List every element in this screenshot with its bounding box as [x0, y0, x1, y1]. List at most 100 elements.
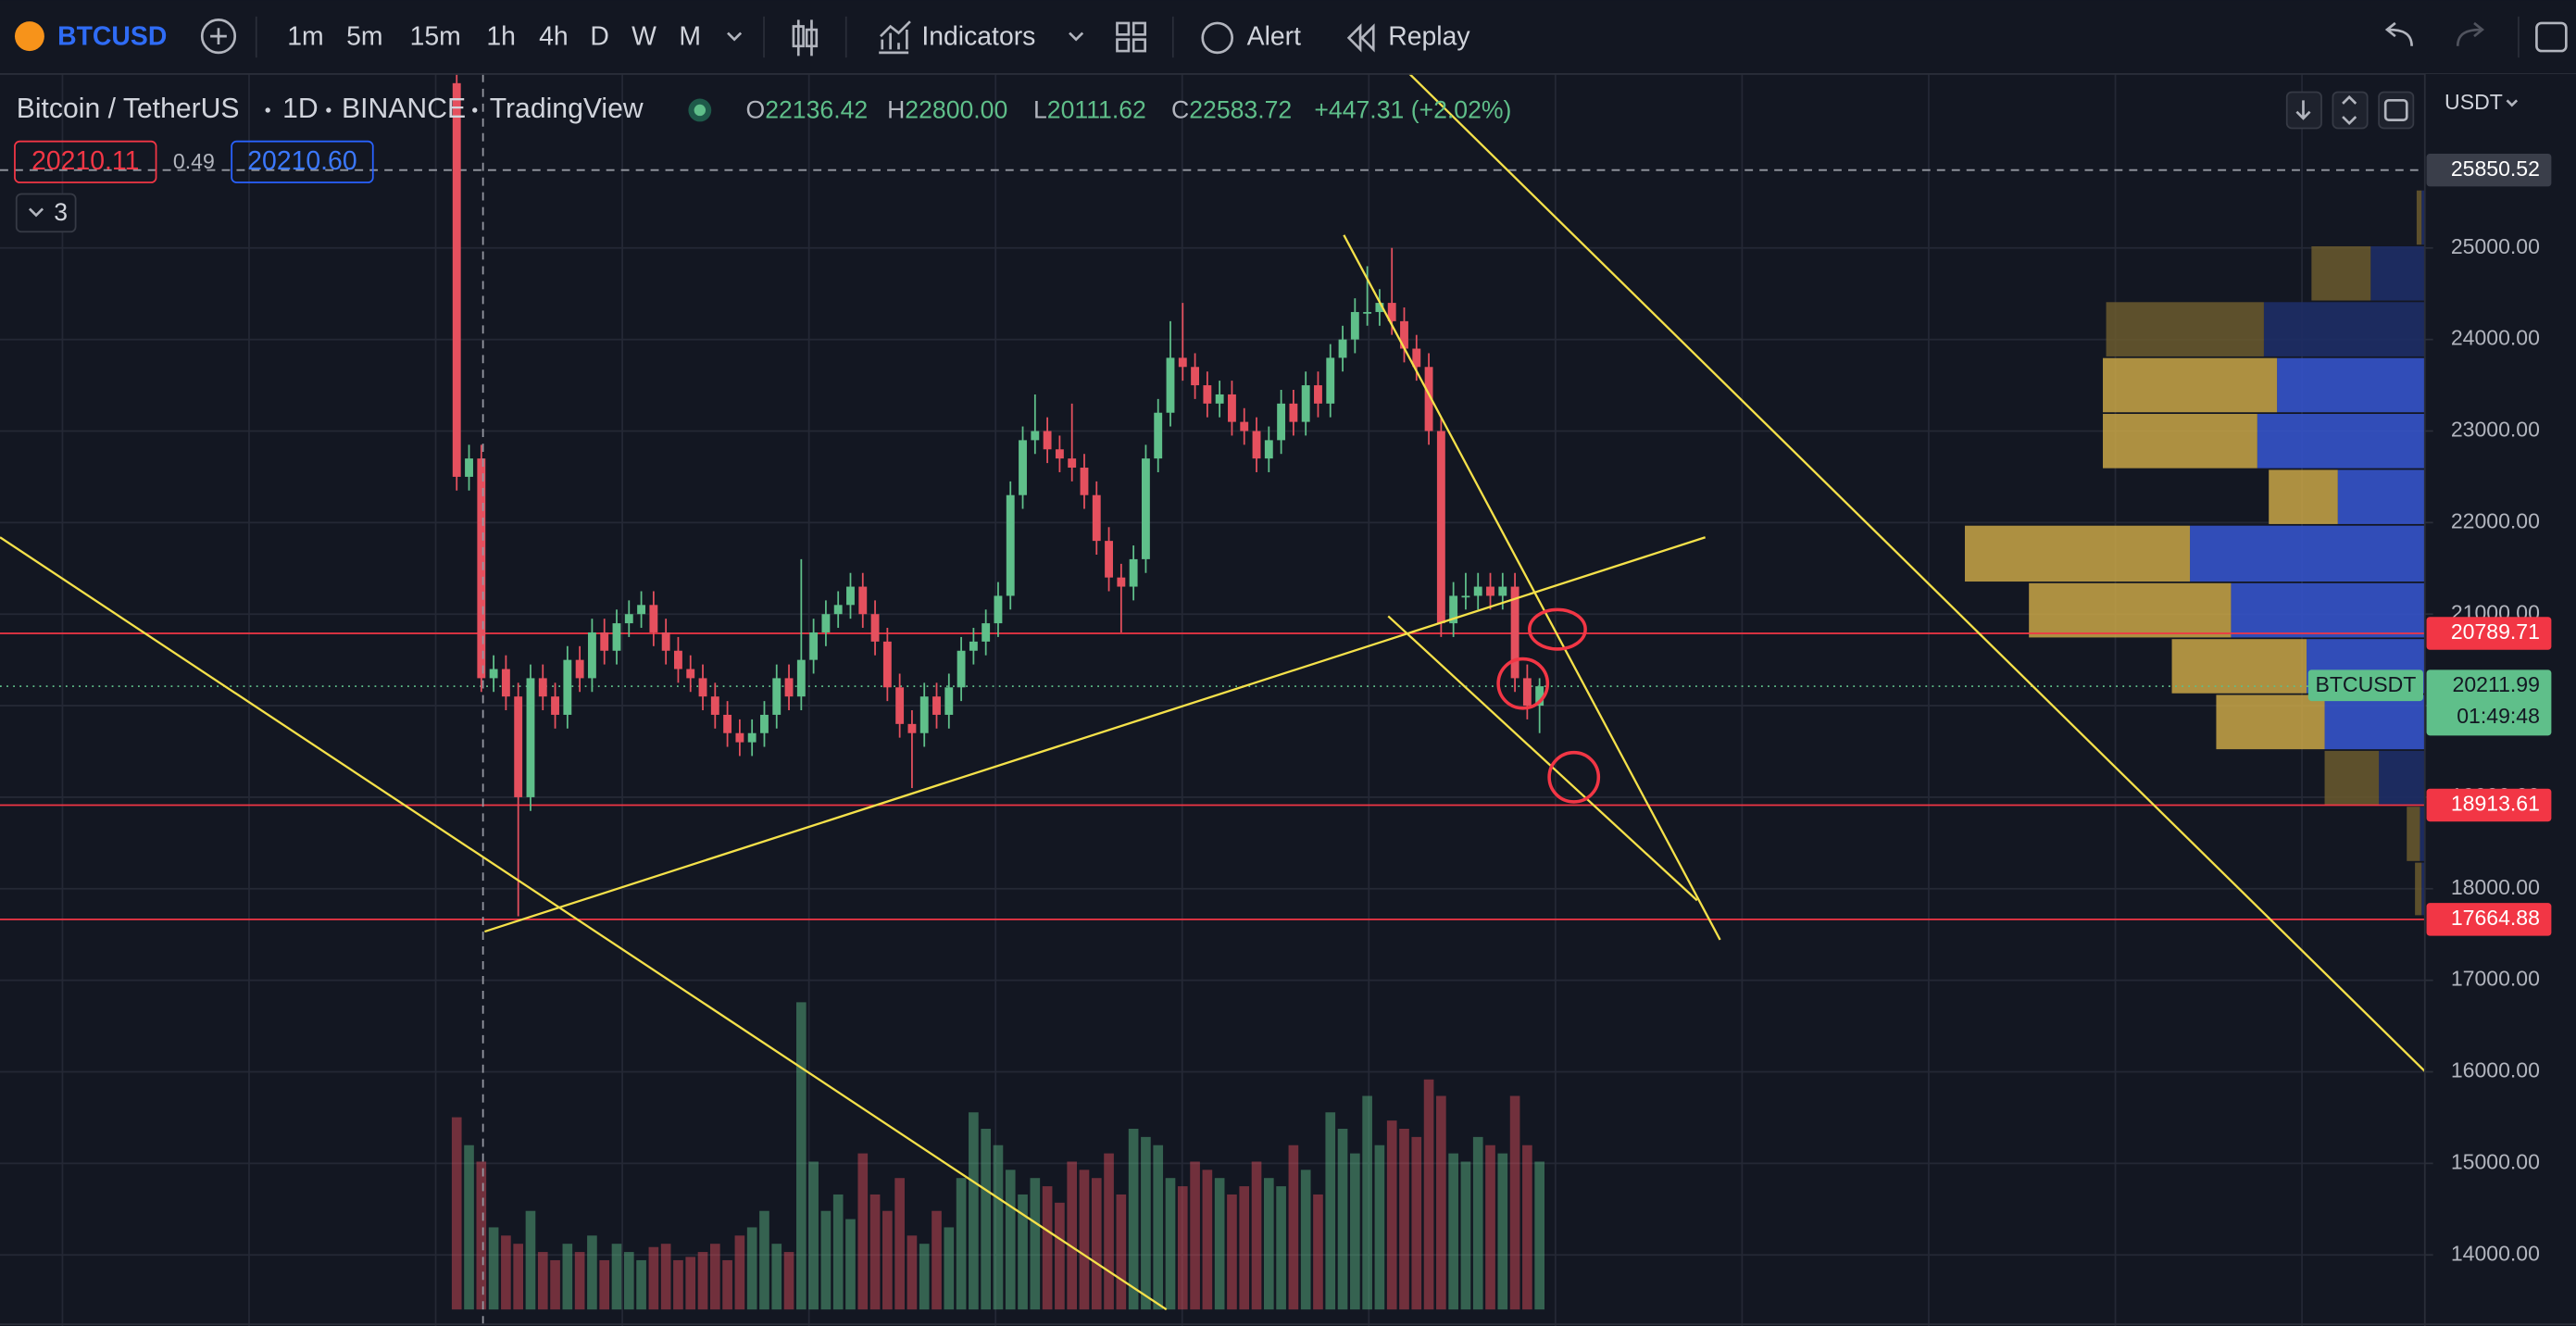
- timeframe[interactable]: 1h: [486, 21, 516, 51]
- volume-bar: [1055, 1202, 1065, 1310]
- ohlc: O22136.42 H22800.00 L20111.62 C22583.72 …: [746, 95, 1512, 125]
- y-tick-label: 15000.00: [2451, 1149, 2540, 1173]
- collapse-button[interactable]: [2332, 91, 2369, 130]
- indicators-button[interactable]: Indicators: [921, 21, 1035, 51]
- volume-bar: [1165, 1178, 1176, 1310]
- volume-bar: [1190, 1161, 1200, 1310]
- candle-body: [932, 696, 941, 715]
- symbol-label-box: [2307, 669, 2423, 702]
- candle-body: [612, 623, 621, 651]
- volume-bar: [1276, 1186, 1286, 1310]
- profile-down: [2231, 582, 2425, 638]
- indicators-toggle[interactable]: [15, 193, 77, 233]
- volume-bar: [1374, 1145, 1385, 1310]
- timeframe[interactable]: 5m: [346, 21, 382, 51]
- volume-bar: [1460, 1161, 1471, 1310]
- symbol[interactable]: BTCUSD: [57, 21, 167, 51]
- volume-bar: [464, 1145, 474, 1310]
- volume-bar: [451, 1117, 462, 1310]
- candle-body: [784, 678, 794, 697]
- candle-body: [1129, 558, 1138, 587]
- candle-body: [624, 614, 633, 624]
- ohlc-key: C: [1171, 96, 1189, 124]
- circle-annotation: [1547, 750, 1601, 804]
- profile-down: [2379, 750, 2425, 806]
- dot: [472, 107, 478, 113]
- volume-bar: [587, 1235, 597, 1310]
- volume-bar: [1116, 1194, 1127, 1310]
- timeframe[interactable]: W: [631, 21, 657, 51]
- timeframe[interactable]: 4h: [539, 21, 569, 51]
- timeframe[interactable]: 15m: [410, 21, 461, 51]
- candle-body: [723, 714, 732, 733]
- undo[interactable]: [2384, 21, 2413, 46]
- volume-bar: [1091, 1178, 1102, 1310]
- volume-bar: [1202, 1170, 1213, 1310]
- candle-body: [1400, 320, 1408, 349]
- alert-button[interactable]: Alert: [1247, 21, 1301, 51]
- bid-box[interactable]: [14, 140, 157, 183]
- timeframe[interactable]: D: [590, 21, 609, 51]
- currency[interactable]: USDT: [2445, 90, 2503, 114]
- price-label-box: [2426, 153, 2552, 187]
- volume-bar: [783, 1252, 794, 1310]
- volume-bar: [969, 1112, 979, 1310]
- exchange: BINANCE: [342, 94, 466, 124]
- add-symbol[interactable]: [200, 19, 237, 55]
- drawings: [0, 73, 2425, 1326]
- timeframe[interactable]: M: [679, 21, 701, 51]
- volume-bar: [832, 1194, 844, 1310]
- volume-bar: [1399, 1128, 1409, 1310]
- volume-bar: [476, 1161, 487, 1310]
- profile-down: [2257, 414, 2425, 469]
- candle-body: [1277, 403, 1286, 441]
- volume-bar: [513, 1244, 524, 1310]
- candle-body: [760, 714, 769, 733]
- timeframe-menu[interactable]: [727, 31, 743, 42]
- volume-bar: [623, 1252, 634, 1310]
- volume-bar: [537, 1252, 548, 1310]
- candle-body: [1338, 339, 1347, 358]
- candle-body: [944, 687, 954, 715]
- maximize-button[interactable]: [2378, 91, 2415, 130]
- add-icon: [210, 28, 227, 45]
- ohlc-key: O: [746, 96, 766, 124]
- indicators-menu[interactable]: [1069, 31, 1084, 42]
- candle-body: [477, 458, 486, 679]
- fullscreen[interactable]: [2535, 21, 2568, 53]
- candle-body: [1363, 311, 1372, 314]
- trend-line: [1407, 73, 2425, 1072]
- price-label: 25850.52: [2451, 156, 2540, 181]
- source: TradingView: [490, 94, 644, 124]
- candle-body: [1215, 394, 1224, 404]
- volume-bar: [550, 1259, 560, 1310]
- volume-bar: [1128, 1128, 1139, 1310]
- volume-bar: [1177, 1186, 1188, 1310]
- icon: [2342, 94, 2357, 126]
- layout-icon: [1132, 38, 1146, 53]
- replay-button[interactable]: Replay: [1388, 21, 1470, 51]
- candle-body: [1350, 311, 1359, 340]
- volume-bar: [1214, 1178, 1225, 1310]
- volume-bar: [722, 1259, 732, 1310]
- ask-box[interactable]: [231, 140, 374, 183]
- candle-body: [501, 669, 510, 697]
- volume-bar: [1067, 1161, 1078, 1310]
- candle-body: [1461, 595, 1470, 598]
- layout-icon[interactable]: [1116, 21, 1131, 36]
- price-label-box: [2426, 788, 2552, 822]
- candle-body: [1264, 440, 1273, 459]
- profile-down: [2337, 469, 2425, 524]
- timeframe[interactable]: 1m: [287, 21, 323, 51]
- profile-down: [2370, 245, 2425, 301]
- candle-body: [1068, 458, 1077, 469]
- volume-bar: [660, 1244, 671, 1310]
- volume-bar: [857, 1153, 869, 1310]
- redo[interactable]: [2456, 21, 2484, 46]
- candle-body: [1092, 494, 1101, 542]
- candle-body: [1387, 303, 1396, 321]
- profile-down: [2421, 862, 2425, 916]
- chart-type[interactable]: [792, 19, 819, 56]
- candle-body: [772, 678, 782, 715]
